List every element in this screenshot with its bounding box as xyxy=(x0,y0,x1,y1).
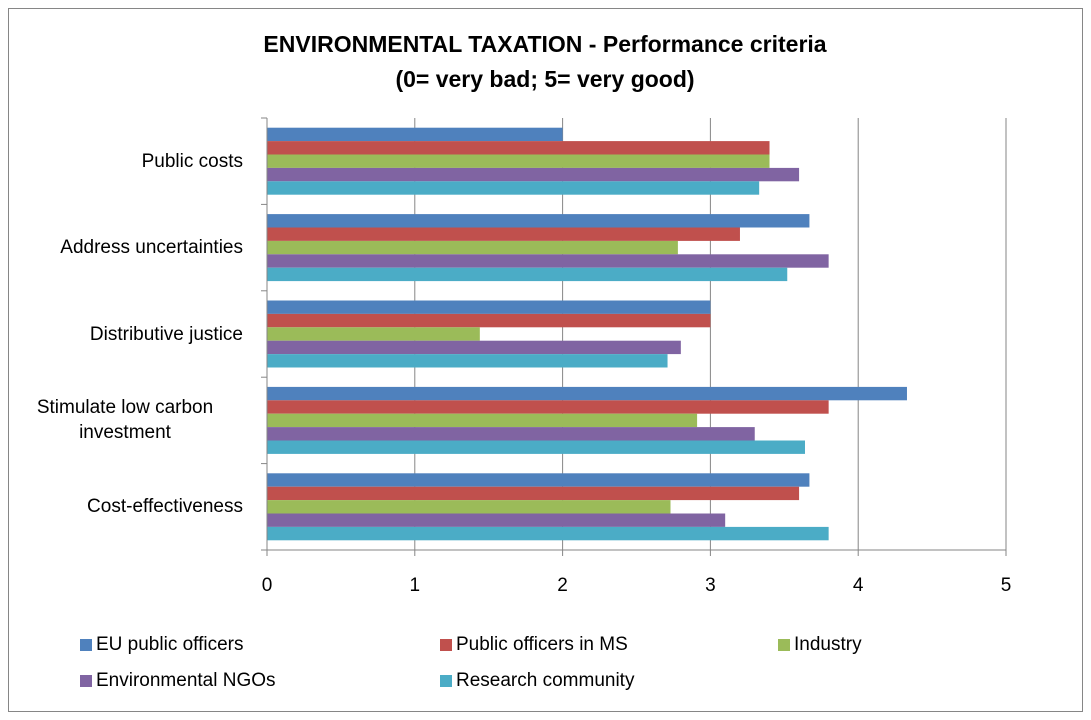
bar xyxy=(267,500,671,514)
bar xyxy=(267,214,810,228)
y-tick-label-box: Public costs xyxy=(3,149,243,174)
x-tick-label: 4 xyxy=(853,575,864,596)
legend-swatch xyxy=(80,639,92,651)
chart-title: ENVIRONMENTAL TAXATION - Performance cri… xyxy=(263,31,826,57)
legend-swatch xyxy=(778,639,790,651)
bar xyxy=(267,413,698,428)
x-tick-label: 5 xyxy=(1001,575,1012,596)
x-tick-label: 0 xyxy=(262,575,273,596)
y-tick-label-box: Address uncertainties xyxy=(3,235,243,260)
x-tick-label: 1 xyxy=(410,575,421,596)
bar xyxy=(267,300,711,314)
bar xyxy=(267,400,829,414)
bar xyxy=(267,526,829,541)
legend-label: Public officers in MS xyxy=(456,634,628,655)
chart-subtitle: (0= very bad; 5= very good) xyxy=(395,66,694,92)
y-tick-label-box: Stimulate low carbon investment xyxy=(3,395,243,445)
y-tick-label: Cost-effectiveness xyxy=(87,496,243,518)
y-tick-label: Address uncertainties xyxy=(60,237,243,259)
bar xyxy=(267,141,770,155)
bar xyxy=(267,313,711,328)
bar xyxy=(267,513,726,527)
bar xyxy=(267,440,805,454)
bar xyxy=(267,327,480,341)
legend-label: Research community xyxy=(456,670,635,691)
legend-label: EU public officers xyxy=(96,634,244,655)
x-tick-label: 3 xyxy=(705,575,716,596)
y-tick-label-box: Cost-effectiveness xyxy=(3,494,243,519)
bar xyxy=(267,267,788,282)
bar xyxy=(267,154,770,168)
y-tick-label: Stimulate low carbon investment xyxy=(36,397,214,444)
legend-swatch xyxy=(440,639,452,651)
bar xyxy=(267,240,678,255)
y-tick-label: Public costs xyxy=(141,150,243,172)
bar xyxy=(267,167,800,182)
legend-label: Industry xyxy=(794,634,862,655)
legend-swatch xyxy=(80,675,92,687)
bar xyxy=(267,386,907,401)
bar xyxy=(267,227,740,241)
y-tick-label-box: Distributive justice xyxy=(3,322,243,347)
bar xyxy=(267,340,681,355)
bar xyxy=(267,181,760,195)
bar xyxy=(267,354,668,368)
y-tick-label: Distributive justice xyxy=(89,323,243,345)
bar xyxy=(267,486,800,501)
bar xyxy=(267,254,829,268)
x-tick-label: 2 xyxy=(557,575,568,596)
bar xyxy=(267,427,755,441)
legend-label: Environmental NGOs xyxy=(96,670,276,691)
legend-swatch xyxy=(440,675,452,687)
bar xyxy=(267,127,563,142)
bar xyxy=(267,473,810,487)
